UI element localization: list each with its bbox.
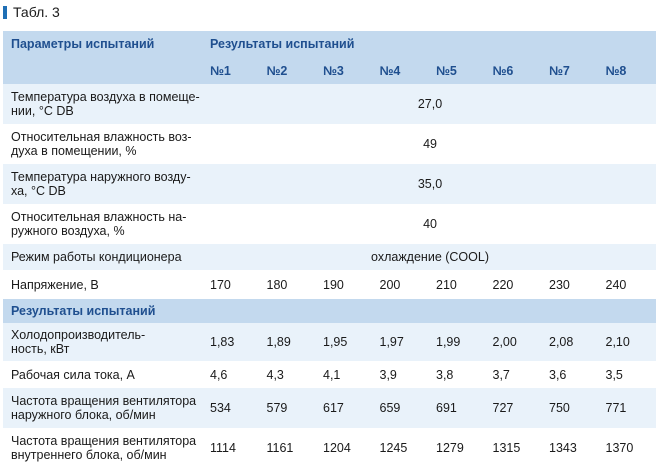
condition-row: Температура воздуха в помеще-нии, °C DB … — [3, 84, 657, 124]
result-value: 2,10 — [605, 335, 630, 349]
result-row: Рабочая сила тока, А 4,6 4,3 4,1 3,9 3,8… — [3, 361, 657, 388]
result-value: 1204 — [323, 441, 351, 455]
test-number-header: №3 — [323, 63, 344, 78]
result-value: 1343 — [549, 441, 577, 455]
result-value: 727 — [492, 401, 514, 415]
result-value: 617 — [323, 401, 344, 415]
condition-value: 27,0 — [417, 97, 443, 111]
results-section-row: Результаты испытаний — [3, 299, 657, 323]
condition-label: Относительная влажность на-ружного возду… — [11, 210, 187, 238]
test-number-header: №5 — [436, 63, 457, 78]
results-section-header: Результаты испытаний — [11, 304, 156, 318]
result-value: 1,99 — [436, 335, 461, 349]
result-value: 1,97 — [379, 335, 404, 349]
result-value: 2,00 — [492, 335, 517, 349]
params-header: Параметры испытаний — [11, 37, 155, 51]
result-value: 1,95 — [323, 335, 348, 349]
result-value: 691 — [436, 401, 457, 415]
voltage-value: 190 — [323, 277, 344, 292]
result-value: 1370 — [605, 441, 634, 455]
result-row: Частота вращения вентилятора внутреннего … — [3, 428, 657, 468]
result-value: 534 — [210, 401, 231, 415]
condition-row: Режим работы кондиционера охлаждение (CO… — [3, 244, 657, 270]
test-number-header: №7 — [549, 63, 570, 78]
result-value: 3,9 — [379, 367, 397, 382]
result-value: 771 — [605, 401, 627, 415]
test-number-row: №1 №2 №3 №4 №5 №6 №7 №8 — [3, 57, 657, 84]
empty-header-cell — [3, 57, 204, 84]
result-value: 1279 — [436, 441, 464, 455]
voltage-value: 180 — [266, 277, 288, 292]
result-value: 1114 — [210, 441, 236, 455]
result-value: 659 — [379, 401, 401, 415]
result-label: Холодопроизводитель-ность, кВт — [11, 328, 146, 356]
result-value: 2,08 — [549, 335, 574, 349]
caption-marker — [3, 5, 7, 19]
test-number-header: №8 — [605, 63, 627, 78]
voltage-value: 240 — [605, 277, 627, 292]
result-value: 750 — [549, 401, 570, 415]
caption-text: Табл. 3 — [13, 4, 60, 20]
header-row: Параметры испытаний Результаты испытаний — [3, 31, 657, 57]
result-row: Частота вращения вентилятора наружного бл… — [3, 388, 657, 428]
voltage-value: 200 — [379, 277, 401, 292]
condition-label: Температура воздуха в помеще-нии, °C DB — [11, 90, 200, 118]
condition-row: Относительная влажность на-ружного возду… — [3, 204, 657, 244]
test-number-header: №1 — [210, 63, 231, 78]
result-value: 1161 — [266, 441, 294, 455]
condition-value: 49 — [423, 137, 437, 151]
result-value: 1315 — [492, 441, 521, 455]
condition-value: 35,0 — [417, 177, 443, 191]
result-label: Рабочая сила тока, А — [11, 367, 135, 382]
condition-row: Относительная влажность воз-духа в помещ… — [3, 124, 657, 164]
condition-value: охлаждение (COOL) — [371, 250, 489, 264]
result-value: 4,3 — [266, 367, 284, 382]
result-value: 1,83 — [210, 335, 235, 349]
result-value: 4,6 — [210, 367, 228, 382]
condition-label: Режим работы кондиционера — [11, 250, 182, 264]
result-label: Частота вращения вентилятора наружного бл… — [11, 394, 197, 422]
test-results-table: Параметры испытаний Результаты испытаний… — [3, 31, 657, 468]
voltage-value: 230 — [549, 277, 570, 292]
result-label: Частота вращения вентилятора внутреннего … — [11, 434, 197, 462]
voltage-value: 210 — [436, 277, 457, 292]
result-value: 579 — [266, 401, 288, 415]
result-value: 4,1 — [323, 367, 341, 382]
test-number-header: №6 — [492, 63, 514, 78]
result-row: Холодопроизводитель-ность, кВт 1,83 1,89… — [3, 323, 657, 361]
table-caption: Табл. 3 — [3, 4, 60, 20]
voltage-value: 220 — [492, 277, 514, 292]
test-number-header: №4 — [379, 63, 401, 78]
voltage-value: 170 — [210, 277, 231, 292]
result-value: 1245 — [379, 441, 408, 455]
result-value: 1,89 — [266, 335, 291, 349]
results-header: Результаты испытаний — [210, 37, 355, 51]
result-value: 3,6 — [549, 367, 567, 382]
result-value: 3,8 — [436, 367, 454, 382]
condition-label: Относительная влажность воз-духа в помещ… — [11, 130, 192, 158]
condition-label: Температура наружного возду-ха, °C DB — [11, 170, 191, 198]
voltage-row: Напряжение, В 170 180 190 200 210 220 23… — [3, 270, 657, 299]
test-number-header: №2 — [266, 63, 288, 78]
condition-row: Температура наружного возду-ха, °C DB 35… — [3, 164, 657, 204]
result-value: 3,7 — [492, 367, 510, 382]
condition-value: 40 — [423, 217, 437, 231]
voltage-label: Напряжение, В — [11, 277, 99, 292]
result-value: 3,5 — [605, 367, 623, 382]
